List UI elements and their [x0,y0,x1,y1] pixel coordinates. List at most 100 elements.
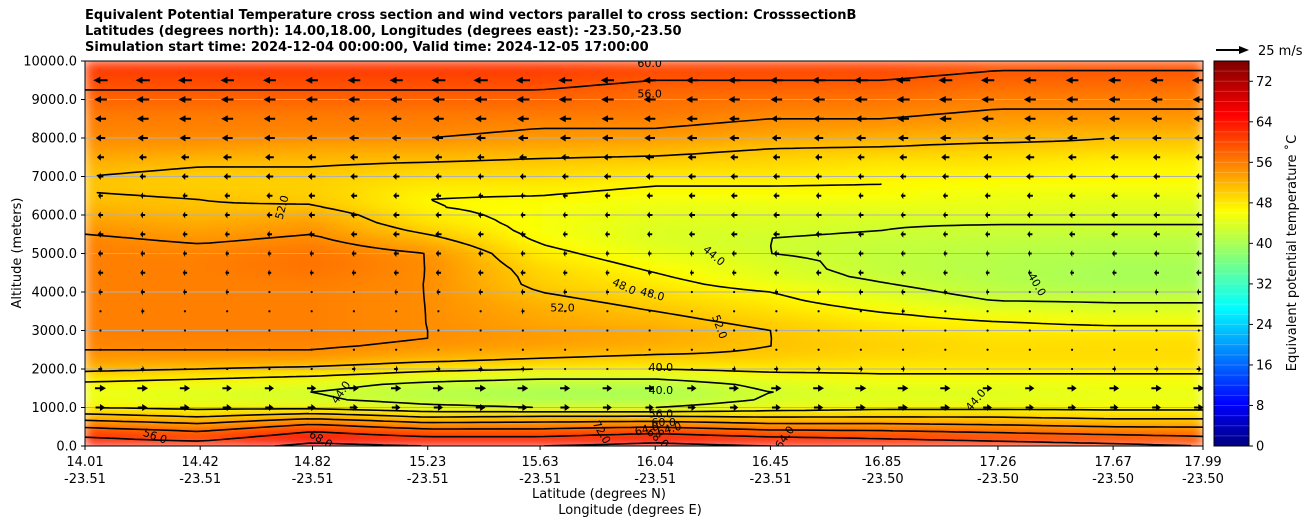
field-cell [582,86,594,94]
field-cell [399,265,411,274]
field-cell [369,368,381,377]
field-cell [501,201,513,210]
field-cell [348,259,361,268]
field-cell [450,240,462,248]
field-cell [348,297,361,306]
field-cell [155,143,168,152]
field-cell [562,291,574,300]
field-cell [572,368,584,377]
field-cell [369,208,381,216]
field-cell [430,111,442,120]
field-cell [226,227,239,235]
field-cell [257,220,269,229]
field-cell [318,285,330,293]
field-cell [135,272,147,280]
field-cell [562,201,574,210]
field-cell [308,246,320,255]
field-cell [125,265,137,274]
field-cell [379,317,391,325]
field-cell [318,182,330,191]
field-cell [226,246,239,255]
field-cell [104,111,117,120]
field-cell [125,214,137,223]
field-cell [552,310,564,319]
field-cell [633,182,645,191]
field-cell [358,407,371,415]
field-cell [470,368,483,377]
field-cell [592,156,605,165]
field-cell [613,111,625,120]
field-cell [308,323,320,332]
field-cell [369,355,381,364]
field-cell [633,118,645,126]
field-cell [562,285,574,293]
field-cell [206,400,218,409]
field-cell [430,150,442,158]
field-cell [348,118,361,126]
field-cell [257,131,269,139]
field-cell [338,304,350,312]
field-cell [389,304,401,312]
field-cell [633,317,645,325]
field-cell [135,419,147,428]
field-cell [358,220,371,229]
field-cell [531,233,544,242]
field-cell [145,400,157,409]
field-cell [267,214,279,223]
field-cell [623,220,635,229]
field-cell [94,342,107,351]
field-cell [623,317,635,325]
field-cell [196,150,208,158]
field-cell [318,124,330,133]
field-cell [409,99,422,107]
field-cell [236,400,249,409]
field-cell [399,92,411,101]
field-cell [430,278,442,287]
field-cell [460,439,472,446]
field-cell [196,131,208,139]
field-cell [104,246,117,255]
field-cell [267,111,279,120]
field-cell [613,105,625,114]
field-cell [155,349,168,357]
field-cell [602,349,615,357]
field-cell [572,413,584,422]
field-cell [531,310,544,319]
field-cell [552,355,564,364]
field-cell [328,272,340,280]
field-cell [419,163,432,171]
field-cell [318,310,330,319]
field-cell [145,208,157,216]
field-cell [216,259,228,268]
field-cell [409,323,422,332]
field-cell [399,195,411,203]
field-cell [369,195,381,203]
field-cell [541,201,554,210]
field-cell [277,73,289,81]
field-cell [125,150,137,158]
field-cell [734,61,747,69]
field-cell [602,394,615,402]
field-cell [196,169,208,178]
field-cell [613,310,625,319]
field-cell [470,150,483,158]
field-cell [633,278,645,287]
field-cell [165,259,178,268]
field-cell [552,73,564,81]
field-cell [419,419,432,428]
field-cell [297,310,310,319]
field-cell [409,259,422,268]
field-cell [206,118,218,126]
field-cell [135,124,147,133]
field-cell [206,150,218,158]
field-cell [663,61,676,69]
field-cell [602,163,615,171]
field-cell [358,374,371,383]
field-cell [135,150,147,158]
field-cell [145,156,157,165]
field-cell [460,220,472,229]
field-cell [541,150,554,158]
field-cell [633,265,645,274]
field-cell [226,233,239,242]
field-cell [338,73,350,81]
